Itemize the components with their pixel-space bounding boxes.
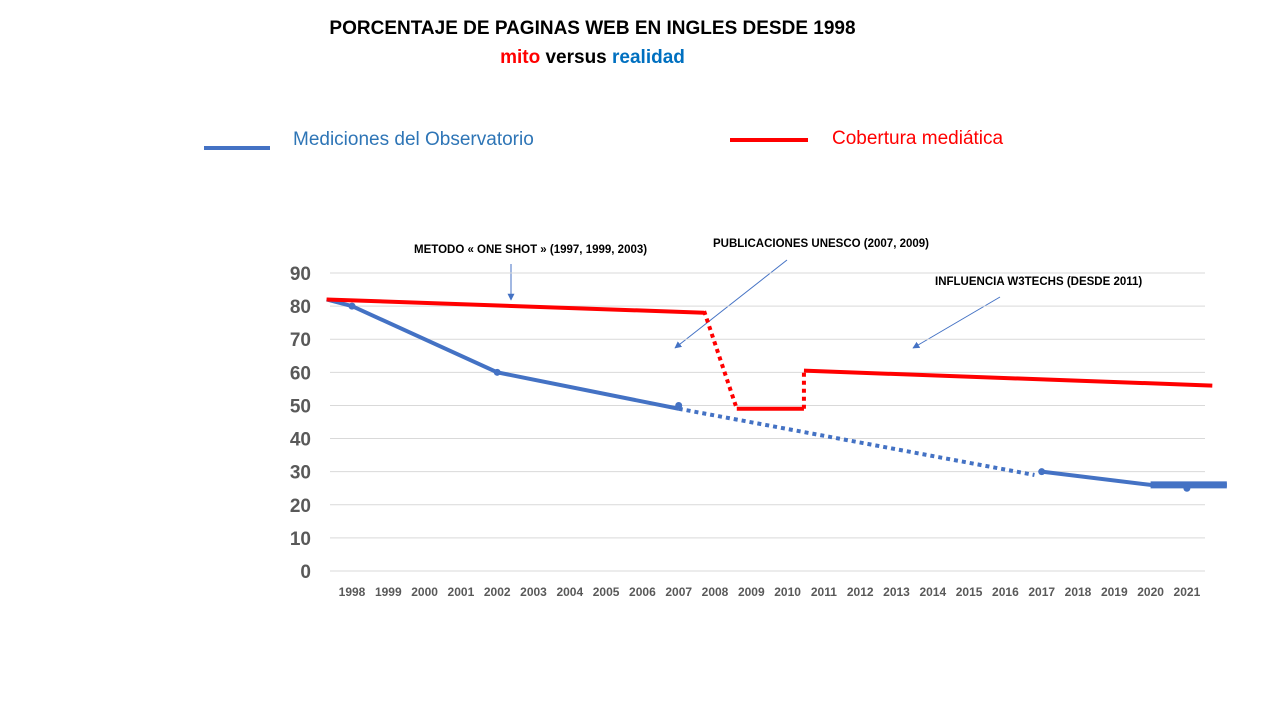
annotation-w3techs: INFLUENCIA W3TECHS (DESDE 2011) [935, 276, 1143, 288]
subtitle-mito: mito [500, 47, 541, 68]
x-tick-label: 2019 [1101, 585, 1128, 599]
legend-label-cobertura: Cobertura mediática [832, 128, 1004, 149]
observatorio-line-segment [678, 406, 1035, 477]
x-tick-label: 2005 [593, 585, 620, 599]
x-tick-label: 2016 [992, 585, 1019, 599]
x-tick-label: 1998 [339, 585, 366, 599]
data-point [493, 368, 501, 376]
chart-title: PORCENTAJE DE PAGINAS WEB EN INGLES DESD… [329, 18, 856, 39]
annotation-one-shot: METODO « ONE SHOT » (1997, 1999, 2003) [414, 244, 648, 256]
annotation-unesco: PUBLICACIONES UNESCO (2007, 2009) [713, 238, 930, 250]
chart-subtitle: mito versus realidad [0, 47, 1185, 69]
y-tick-label: 40 [290, 430, 311, 451]
y-tick-label: 80 [290, 297, 311, 318]
y-tick-label: 10 [290, 529, 311, 550]
x-tick-label: 2010 [774, 585, 801, 599]
x-tick-label: 2008 [702, 585, 729, 599]
x-tick-label: 2000 [411, 585, 438, 599]
data-point [1038, 468, 1046, 476]
y-tick-label: 90 [290, 264, 311, 285]
y-tick-label: 70 [290, 330, 311, 351]
x-tick-label: 2014 [919, 585, 946, 599]
subtitle-versus: versus [545, 47, 607, 68]
x-tick-label: 2002 [484, 585, 511, 599]
data-point [1183, 484, 1191, 492]
data-point [348, 302, 356, 310]
cobertura-line-segment [326, 297, 705, 315]
cobertura-line-segment [803, 368, 1213, 388]
x-tick-label: 2009 [738, 585, 765, 599]
y-tick-label: 50 [290, 396, 311, 417]
x-tick-label: 2018 [1065, 585, 1092, 599]
x-tick-label: 2001 [448, 585, 475, 599]
x-tick-label: 2017 [1028, 585, 1055, 599]
y-tick-label: 20 [290, 496, 311, 517]
y-tick-label: 30 [290, 463, 311, 484]
annotation-arrow-w3techs [912, 296, 1001, 349]
x-tick-label: 2015 [956, 585, 983, 599]
legend-label-observatorio: Mediciones del Observatorio [293, 129, 534, 150]
annotation-arrow-unesco [674, 259, 788, 349]
x-tick-label: 2004 [556, 585, 583, 599]
x-tick-label: 2013 [883, 585, 910, 599]
observatorio-line-segment [326, 297, 680, 411]
x-tick-label: 1999 [375, 585, 402, 599]
x-tick-label: 2021 [1174, 585, 1201, 599]
x-tick-label: 2012 [847, 585, 874, 599]
y-tick-label: 60 [290, 363, 311, 384]
x-tick-label: 2011 [811, 585, 837, 599]
x-tick-label: 2020 [1137, 585, 1164, 599]
subtitle-realidad: realidad [612, 47, 685, 68]
x-tick-label: 2006 [629, 585, 656, 599]
x-tick-label: 2007 [665, 585, 692, 599]
x-tick-label: 2003 [520, 585, 547, 599]
cobertura-line-segment [702, 310, 739, 410]
y-tick-label: 0 [300, 562, 311, 583]
data-point [675, 401, 683, 409]
